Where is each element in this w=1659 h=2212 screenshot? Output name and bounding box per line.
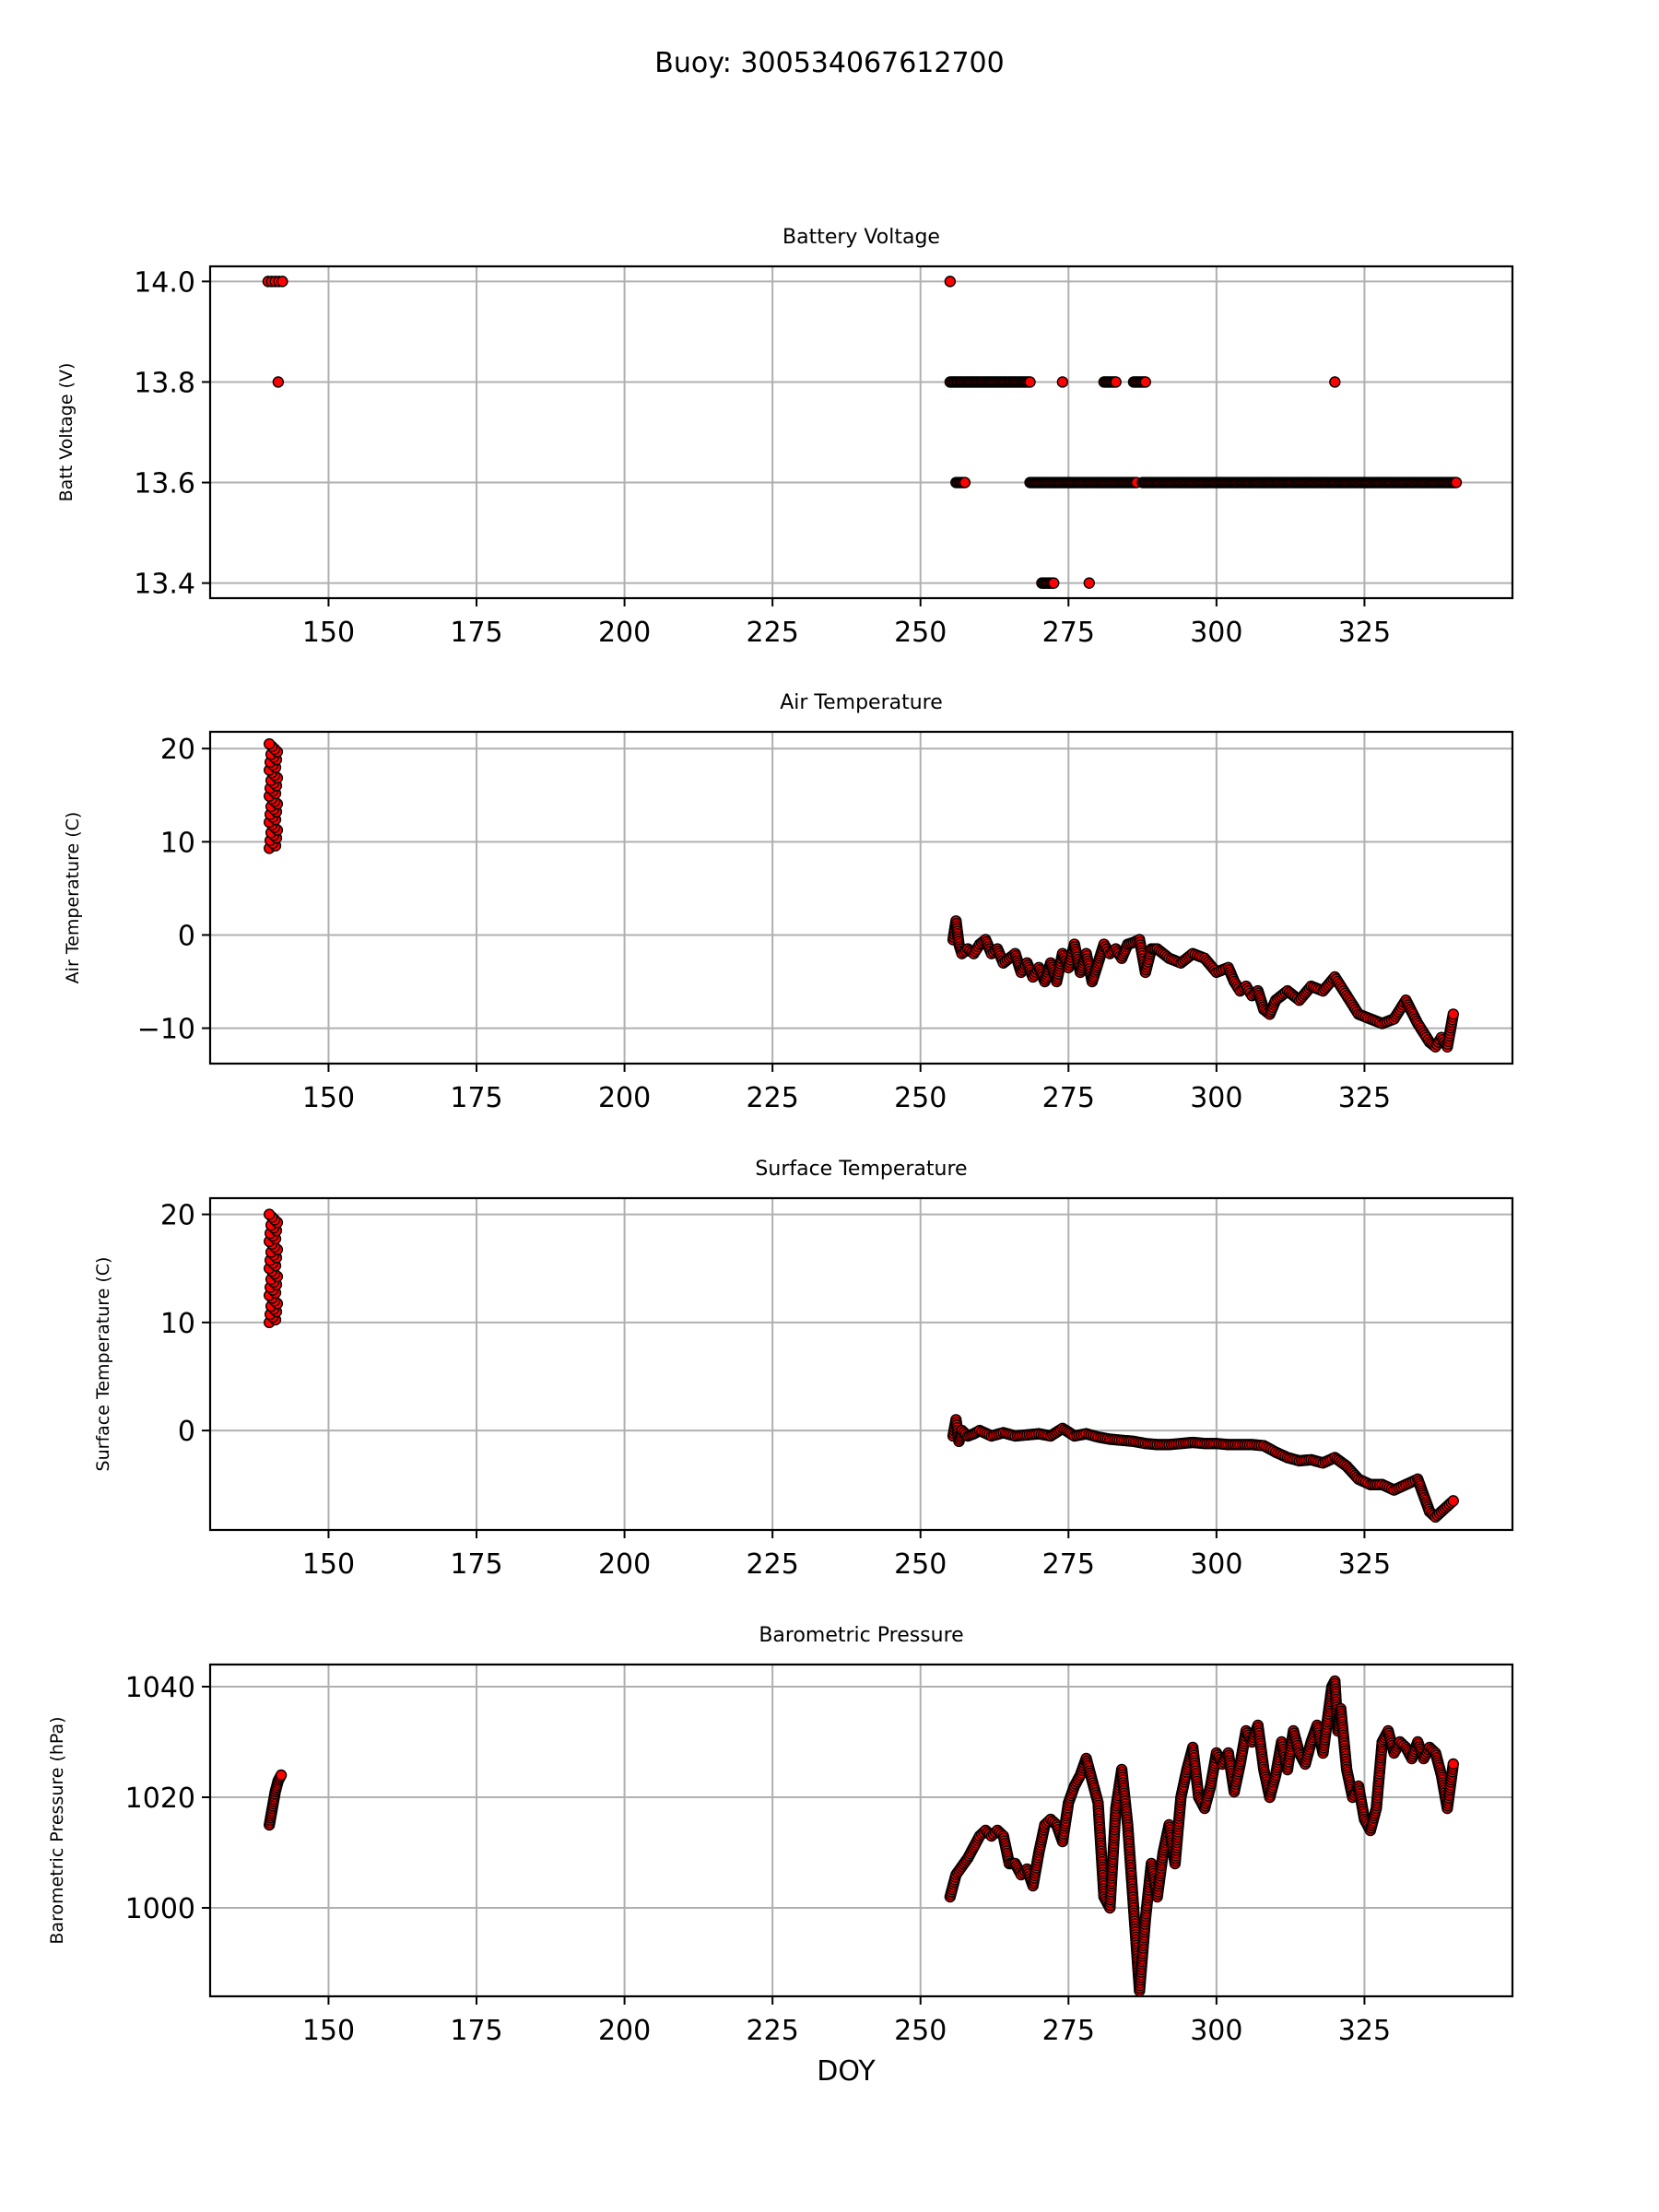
x-tick-label: 150 (302, 1082, 355, 1114)
data-series (264, 737, 1459, 1053)
data-point (959, 477, 971, 488)
data-point (264, 1208, 276, 1220)
axes-frame (208, 730, 1514, 1065)
y-axis-label: Air Temperature (C) (63, 812, 83, 984)
y-tick-label: 1000 (125, 1893, 195, 1925)
y-tick-label: 0 (178, 920, 195, 952)
x-tick-label: 200 (598, 1082, 651, 1114)
data-point (1056, 376, 1069, 388)
data-point (1139, 376, 1151, 388)
x-tick-label: 275 (1042, 2015, 1095, 2047)
x-tick-label: 275 (1042, 1548, 1095, 1581)
x-tick-label: 200 (598, 2015, 651, 2047)
data-series (262, 276, 1463, 589)
figure-title: Buoy: 300534067612700 (654, 47, 1004, 79)
y-tick-label: 14.0 (134, 266, 195, 299)
x-tick-label: 175 (450, 2015, 502, 2047)
y-axis-label: Batt Voltage (V) (56, 363, 76, 502)
x-tick-label: 175 (450, 1082, 502, 1114)
x-tick-label: 150 (302, 2015, 355, 2047)
y-tick-label: 10 (160, 827, 195, 859)
data-point (1447, 1008, 1459, 1020)
x-tick-label: 225 (747, 1082, 799, 1114)
x-tick-label: 250 (894, 617, 947, 649)
x-tick-label: 325 (1338, 617, 1391, 649)
data-point (1110, 376, 1122, 388)
data-point (1450, 477, 1463, 488)
x-tick-label: 300 (1190, 617, 1242, 649)
x-tick-label: 300 (1190, 1082, 1242, 1114)
x-tick-label: 225 (747, 2015, 799, 2047)
y-tick-label: 20 (160, 734, 195, 766)
y-tick-label: 20 (160, 1200, 195, 1232)
subplot-title: Surface Temperature (755, 1158, 967, 1181)
data-point (272, 376, 285, 388)
data-point (944, 276, 957, 288)
data-series (264, 1208, 1459, 1524)
y-axis-label: Barometric Pressure (hPa) (47, 1716, 67, 1944)
subplot-barometric-pressure: Barometric Pressure 150 175 200 225 250 275 300… (47, 1624, 1514, 2047)
x-tick-label: 325 (1338, 2015, 1391, 2047)
x-tick-label: 150 (302, 617, 355, 649)
x-tick-label: 250 (894, 2015, 947, 2047)
data-point (264, 737, 276, 750)
data-series (264, 1675, 1459, 1997)
y-tick-label: 1040 (125, 1672, 195, 1704)
x-tick-label: 275 (1042, 617, 1095, 649)
y-axis-label: Surface Temperature (C) (93, 1257, 113, 1472)
x-tick-label: 275 (1042, 1082, 1095, 1114)
x-tick-label: 250 (894, 1082, 947, 1114)
data-point (1048, 577, 1060, 589)
x-tick-label: 325 (1338, 1082, 1391, 1114)
y-tick-label: 13.8 (134, 367, 195, 399)
y-tick-label: −10 (137, 1014, 195, 1046)
subplot-title: Battery Voltage (782, 226, 940, 249)
x-axis-label: DOY (817, 2055, 876, 2088)
y-tick-label: 13.6 (134, 468, 195, 500)
y-tick-label: 0 (178, 1416, 195, 1448)
x-tick-label: 225 (747, 617, 799, 649)
y-tick-label: 13.4 (134, 569, 195, 601)
data-point (1024, 376, 1036, 388)
y-tick-label: 10 (160, 1308, 195, 1340)
data-point (275, 1769, 288, 1782)
x-tick-label: 200 (598, 617, 651, 649)
data-point (276, 276, 288, 288)
x-tick-label: 325 (1338, 1548, 1391, 1581)
data-point (1447, 1758, 1459, 1771)
data-point (1083, 577, 1095, 589)
subplot-title: Air Temperature (780, 691, 943, 714)
subplot-battery-voltage: Battery Voltage 150 175 200 225 250 275 300 325 1… (56, 226, 1514, 649)
data-point (1329, 376, 1341, 388)
x-tick-label: 225 (747, 1548, 799, 1581)
axes-frame (208, 1663, 1514, 1998)
x-tick-label: 175 (450, 617, 502, 649)
x-tick-label: 200 (598, 1548, 651, 1581)
x-tick-label: 150 (302, 1548, 355, 1581)
data-point (1447, 1495, 1459, 1507)
x-tick-label: 250 (894, 1548, 947, 1581)
x-tick-label: 300 (1190, 2015, 1242, 2047)
subplot-title: Barometric Pressure (759, 1624, 963, 1647)
x-tick-label: 175 (450, 1548, 502, 1581)
axes-frame (208, 265, 1514, 600)
y-tick-label: 1020 (125, 1783, 195, 1815)
x-tick-label: 300 (1190, 1548, 1242, 1581)
axes-frame (208, 1196, 1514, 1532)
